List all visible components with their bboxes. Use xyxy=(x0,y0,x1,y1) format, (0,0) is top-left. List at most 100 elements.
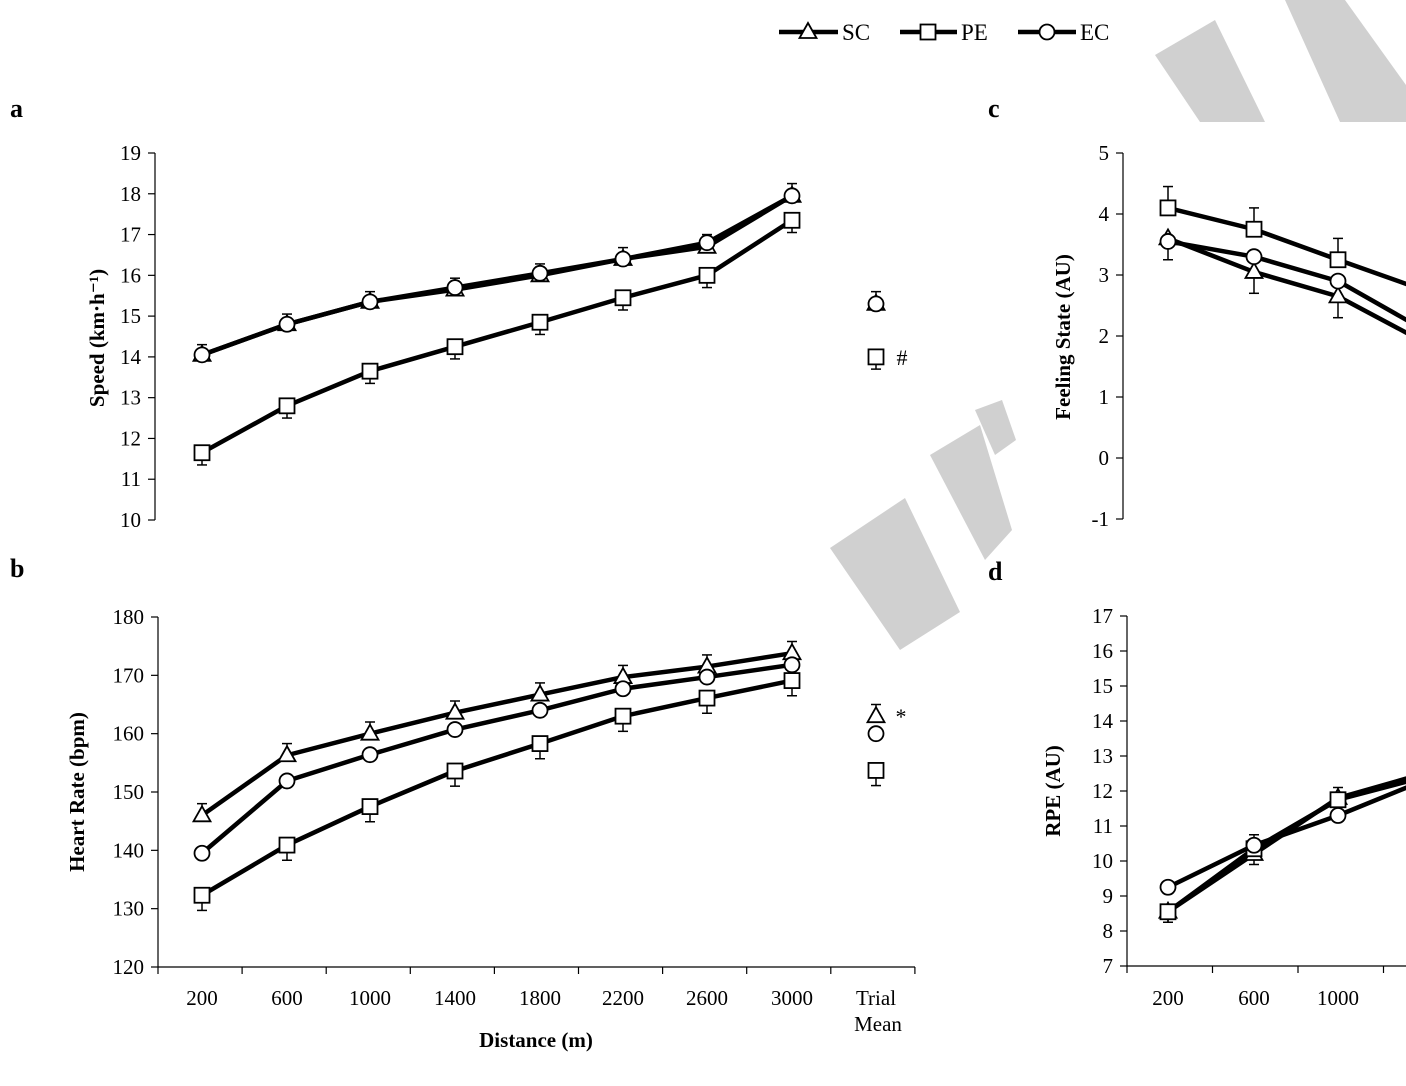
y-tick-label: -1 xyxy=(1092,507,1110,531)
data-point-circle-icon xyxy=(446,279,464,296)
data-point-circle-icon xyxy=(783,656,801,674)
series-line xyxy=(1167,205,1406,287)
data-point-square-icon xyxy=(446,338,464,356)
series-pe xyxy=(193,672,885,912)
significance-mark: * xyxy=(896,704,907,729)
data-point-square-icon xyxy=(783,211,801,229)
panel-letter: a xyxy=(10,94,23,123)
y-tick-label: 15 xyxy=(120,304,141,328)
data-point-triangle-icon xyxy=(359,722,381,741)
y-tick-label: 16 xyxy=(1092,639,1113,663)
y-tick-label: 12 xyxy=(120,426,141,450)
y-tick-label: 17 xyxy=(1092,604,1113,628)
series-pe: # xyxy=(193,211,908,466)
legend-item-sc: SC xyxy=(779,20,870,45)
y-tick-label: 8 xyxy=(1103,919,1114,943)
panel-b: b 120 130 140 150 160 170 180 Heart Rate (bpm) 20… xyxy=(10,554,916,1052)
series-pe xyxy=(1159,185,1406,287)
watermark-shape xyxy=(1155,20,1265,122)
data-point-circle-icon xyxy=(614,680,632,698)
y-tick-label: 130 xyxy=(113,897,145,921)
data-point-circle-icon xyxy=(531,701,549,719)
y-tick-label: 12 xyxy=(1092,779,1113,803)
data-point-circle-icon xyxy=(1159,233,1177,250)
data-point-circle-icon xyxy=(698,668,716,686)
data-point-square-icon xyxy=(614,289,632,307)
y-tick-label: 140 xyxy=(113,838,145,862)
data-point-circle-icon xyxy=(193,346,211,364)
data-point-circle-icon xyxy=(193,844,211,862)
series-sc: * xyxy=(191,640,907,823)
data-point-square-icon xyxy=(531,735,549,752)
x-tick-label: 1000 xyxy=(1317,986,1359,1010)
data-point-circle-icon xyxy=(361,293,379,311)
data-point-square-icon xyxy=(446,762,464,780)
y-tick-label: 14 xyxy=(120,345,142,369)
series-ec xyxy=(1159,785,1406,896)
data-point-circle-icon xyxy=(783,187,801,205)
y-axis-title: Heart Rate (bpm) xyxy=(65,712,89,872)
data-point-circle-icon xyxy=(1245,836,1263,854)
y-tick-label: 4 xyxy=(1099,202,1110,226)
y-axis-title: Speed (km·h⁻¹) xyxy=(85,269,109,407)
series-line xyxy=(1167,785,1406,890)
x-tick-label: 600 xyxy=(271,986,303,1010)
x-axis-title: Distance (m) xyxy=(479,1028,593,1052)
series-ec xyxy=(193,656,885,862)
y-tick-label: 10 xyxy=(120,508,141,532)
data-point-square-icon xyxy=(531,313,549,331)
x-tick-label: 200 xyxy=(186,986,218,1010)
y-tick-label: 10 xyxy=(1092,849,1113,873)
series-line xyxy=(200,678,793,898)
data-point-circle-icon xyxy=(278,772,296,790)
trial-mean-triangle-icon xyxy=(865,705,887,724)
y-tick-label: 18 xyxy=(120,182,141,206)
data-point-circle-icon xyxy=(531,264,549,282)
data-point-circle-icon xyxy=(1159,878,1177,896)
data-point-square-icon xyxy=(361,362,379,380)
data-point-circle-icon xyxy=(361,746,379,764)
watermark-shape xyxy=(1285,0,1406,122)
y-tick-label: 11 xyxy=(1093,814,1113,838)
panel-c: c -1 0 1 2 3 4 5 Feeling State (AU) xyxy=(988,94,1406,531)
trial-mean-circle-icon xyxy=(867,295,885,313)
data-point-triangle-icon xyxy=(1243,261,1265,279)
legend-item-pe: PE xyxy=(900,20,988,45)
data-point-triangle-icon xyxy=(276,744,298,763)
y-tick-label: 120 xyxy=(113,955,145,979)
x-tick-label: 2600 xyxy=(686,986,728,1010)
y-tick-label: 180 xyxy=(113,605,145,629)
y-tick-label: 17 xyxy=(120,223,141,247)
legend: SC PE EC xyxy=(779,20,1109,45)
data-point-triangle-icon xyxy=(529,683,551,702)
data-point-triangle-icon xyxy=(444,701,466,720)
series-line xyxy=(201,193,794,357)
legend-marker-square-icon xyxy=(919,23,937,41)
y-tick-label: 13 xyxy=(120,386,141,410)
data-point-square-icon xyxy=(1329,251,1347,269)
series-pe xyxy=(1159,779,1406,923)
x-tick-label: 1400 xyxy=(434,986,476,1010)
y-tick-label: 150 xyxy=(113,780,145,804)
series-line xyxy=(200,218,794,455)
data-point-triangle-icon xyxy=(1327,285,1349,304)
y-tick-label: 2 xyxy=(1099,324,1110,348)
data-point-circle-icon xyxy=(1329,807,1347,824)
significance-mark: # xyxy=(897,345,908,370)
legend-label: PE xyxy=(961,20,988,45)
y-tick-label: 160 xyxy=(113,722,145,746)
data-point-square-icon xyxy=(193,886,211,904)
y-tick-label: 13 xyxy=(1092,744,1113,768)
trial-mean-square-icon xyxy=(867,762,885,779)
y-tick-label: 1 xyxy=(1099,385,1110,409)
panel-letter: c xyxy=(988,94,1000,123)
y-tick-label: 19 xyxy=(120,141,141,165)
data-point-circle-icon xyxy=(278,315,296,333)
data-point-square-icon xyxy=(1245,220,1263,238)
legend-marker-circle-icon xyxy=(1038,23,1056,41)
x-tick-label: 2200 xyxy=(602,986,644,1010)
data-point-square-icon xyxy=(361,798,379,815)
data-point-circle-icon xyxy=(1245,248,1263,266)
